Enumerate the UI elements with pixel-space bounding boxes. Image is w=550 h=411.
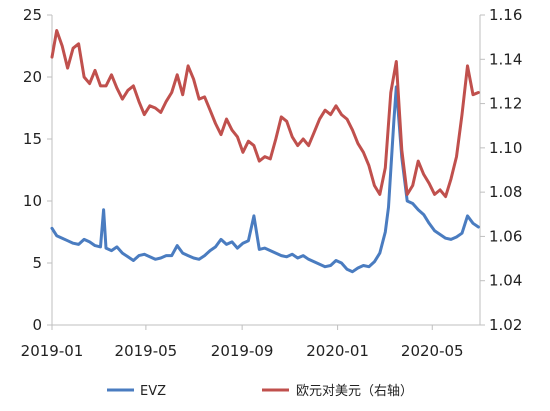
y-right-tick-label: 1.10 [489,139,522,157]
legend: EVZ 欧元对美元（右轴） [107,384,413,399]
y-left-tick-label: 5 [32,254,42,272]
legend-label-0: EVZ [140,384,166,399]
y-right-tick-label: 1.06 [489,227,522,245]
y-right-tick-label: 1.14 [489,50,522,68]
series-lines [50,29,480,274]
x-tick-label: 2019-05 [115,342,178,360]
y-right-tick-label: 1.16 [489,6,522,24]
y-left-tick-label: 20 [23,68,42,86]
y-left-tick-label: 25 [23,6,42,24]
x-tick-label: 2019-09 [211,342,274,360]
y-right-tick-label: 1.08 [489,183,522,201]
x-axis: 2019-01 2019-05 2019-09 2020-01 2020-05 [21,325,464,360]
axes [51,15,481,326]
series-line-1 [50,29,480,199]
legend-label-1: 欧元对美元（右轴） [296,384,413,399]
y-right-tick-label: 1.02 [489,316,522,334]
x-tick-label: 2020-05 [401,342,464,360]
y-left-tick-label: 10 [23,192,42,210]
y-left-tick-label: 0 [32,316,42,334]
y-axis-left: 0 5 10 15 20 25 [23,6,52,334]
x-tick-label: 2019-01 [21,342,84,360]
y-axis-right: 1.02 1.04 1.06 1.08 1.10 1.12 1.14 1.16 [480,6,522,334]
y-left-tick-label: 15 [23,130,42,148]
y-right-tick-label: 1.04 [489,272,522,290]
y-right-tick-label: 1.12 [489,95,522,113]
x-tick-label: 2020-01 [306,342,369,360]
